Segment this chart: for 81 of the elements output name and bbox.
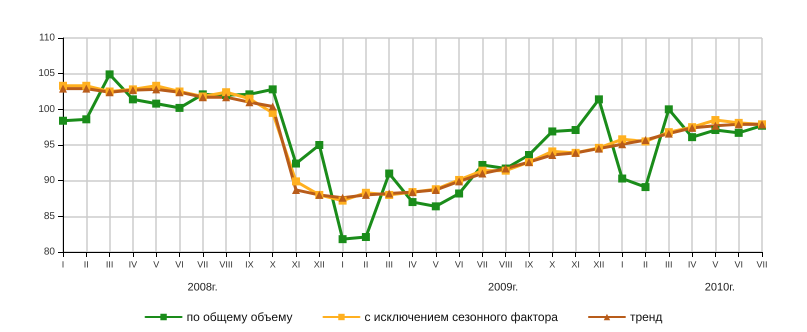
point <box>455 190 464 198</box>
point <box>128 95 137 104</box>
point <box>618 140 626 148</box>
x-tick-label: IV <box>688 260 696 270</box>
x-tick-label: XII <box>593 260 604 270</box>
point <box>338 194 347 202</box>
point <box>82 115 90 124</box>
x-tick-label: II <box>642 260 648 270</box>
point <box>432 202 440 210</box>
x-tick-label: X <box>549 260 556 270</box>
point <box>594 95 603 104</box>
point <box>618 174 626 183</box>
x-tick-label: II <box>363 260 368 270</box>
point <box>106 70 114 78</box>
point <box>548 150 556 159</box>
point <box>268 102 277 110</box>
legend-label: по общему объему <box>186 310 292 324</box>
point <box>59 84 67 93</box>
x-tick-label: III <box>106 260 114 270</box>
point <box>572 126 580 134</box>
point <box>268 85 277 94</box>
x-tick-label: VIII <box>219 260 233 270</box>
legend-label: с исключением сезонного фактора <box>364 310 558 324</box>
x-tick-label: VI <box>175 260 184 270</box>
point <box>478 170 486 178</box>
point <box>292 160 300 168</box>
point <box>408 198 416 206</box>
x-tick-label: VII <box>756 260 768 270</box>
x-tick-label: V <box>712 260 718 270</box>
point <box>152 100 160 108</box>
x-tick-label: V <box>153 260 160 270</box>
point <box>362 233 370 242</box>
point <box>245 98 254 106</box>
y-tick-label: 90 <box>44 175 56 186</box>
x-tick-label: II <box>84 260 89 270</box>
point <box>664 105 673 114</box>
point <box>82 84 90 93</box>
point <box>315 141 324 149</box>
point <box>222 88 230 96</box>
x-tick-label: III <box>665 260 673 270</box>
y-tick-label: 80 <box>44 246 56 258</box>
legend-label: тренд <box>630 310 662 324</box>
x-tick-label: IX <box>524 260 534 270</box>
point <box>734 128 743 137</box>
x-tick-label: VII <box>476 260 488 270</box>
x-tick-label: III <box>385 260 393 270</box>
point <box>711 116 720 124</box>
point <box>688 133 696 142</box>
x-tick-label: XI <box>292 260 300 270</box>
point <box>385 170 394 178</box>
point <box>292 177 300 186</box>
y-tick-label: 105 <box>38 68 56 80</box>
text: 2008г. <box>187 282 218 294</box>
point <box>548 127 556 136</box>
point <box>338 235 347 244</box>
x-tick-label: XI <box>571 260 580 270</box>
point <box>59 116 67 125</box>
point <box>152 85 160 94</box>
x-tick-label: VI <box>454 260 464 270</box>
text: 2009г. <box>488 282 518 294</box>
y-tick-label: 85 <box>44 210 56 222</box>
point <box>711 122 720 130</box>
x-tick-label: I <box>341 260 344 270</box>
y-tick-label: 100 <box>38 104 56 115</box>
x-tick-label: IX <box>245 260 254 270</box>
point <box>176 104 184 112</box>
x-tick-label: X <box>270 260 276 270</box>
point <box>642 183 650 192</box>
x-tick-label: VIII <box>498 260 512 270</box>
x-tick-label: XII <box>314 260 325 270</box>
x-tick-label: IV <box>128 260 138 270</box>
y-tick-label: 95 <box>44 140 56 150</box>
point <box>618 135 626 144</box>
x-tick-label: I <box>620 260 624 270</box>
x-tick-label: VII <box>197 260 208 270</box>
text: 2010г. <box>704 282 735 294</box>
y-tick-label: 110 <box>39 32 56 44</box>
x-tick-label: I <box>62 260 64 270</box>
x-tick-label: V <box>432 260 439 270</box>
x-tick-label: IV <box>408 260 417 270</box>
x-tick-label: VI <box>734 260 743 270</box>
